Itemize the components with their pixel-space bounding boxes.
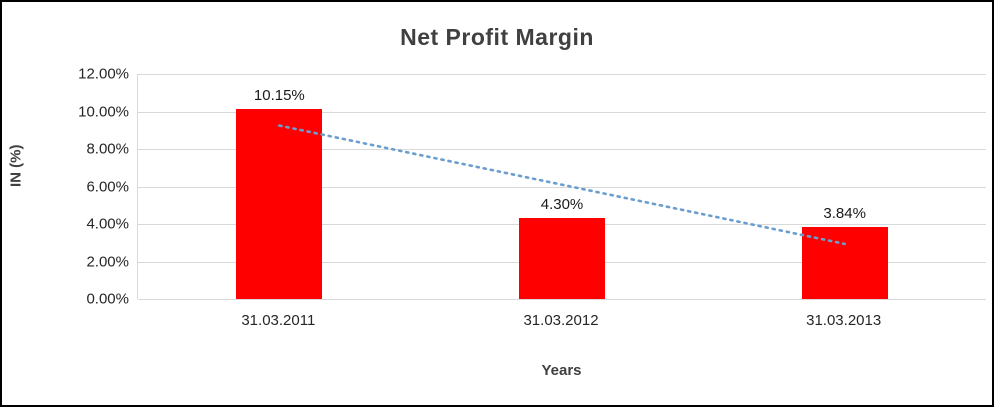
x-axis-title: Years [541,362,582,379]
y-tick-label: 8.00% [86,140,129,158]
gridline [138,74,986,75]
y-tick-label: 10.00% [78,103,129,120]
y-tick-label: 0.00% [86,290,129,308]
bar-data-label: 3.84% [823,205,866,222]
x-axis-tick-labels: 31.03.2011 31.03.2012 31.03.2013 [137,312,986,336]
gridline [138,299,986,300]
y-axis-tick-labels: 0.00% 2.00% 4.00% 6.00% 8.00% 10.00% 12.00% [2,66,137,308]
bar [236,108,323,299]
x-tick-label: 31.03.2012 [523,312,599,329]
gridline [138,111,986,113]
trendline [278,124,846,246]
bar [519,218,605,299]
y-tick-label: 12.00% [78,65,129,83]
gridline [138,149,986,150]
chart-title: Net Profit Margin [400,24,594,50]
bar-data-label: 4.30% [540,196,584,214]
x-tick-label: 31.03.2011 [241,312,316,329]
y-tick-label: 4.00% [86,215,129,233]
y-tick-label: 2.00% [86,253,129,270]
y-tick-label: 6.00% [86,178,129,195]
plot-area: 10.15% 4.30% 3.84% [137,74,986,300]
x-tick-label: 31.03.2013 [806,312,882,329]
trendline-layer [278,124,846,246]
bar-data-label: 10.15% [253,86,305,104]
gridline [138,186,986,188]
